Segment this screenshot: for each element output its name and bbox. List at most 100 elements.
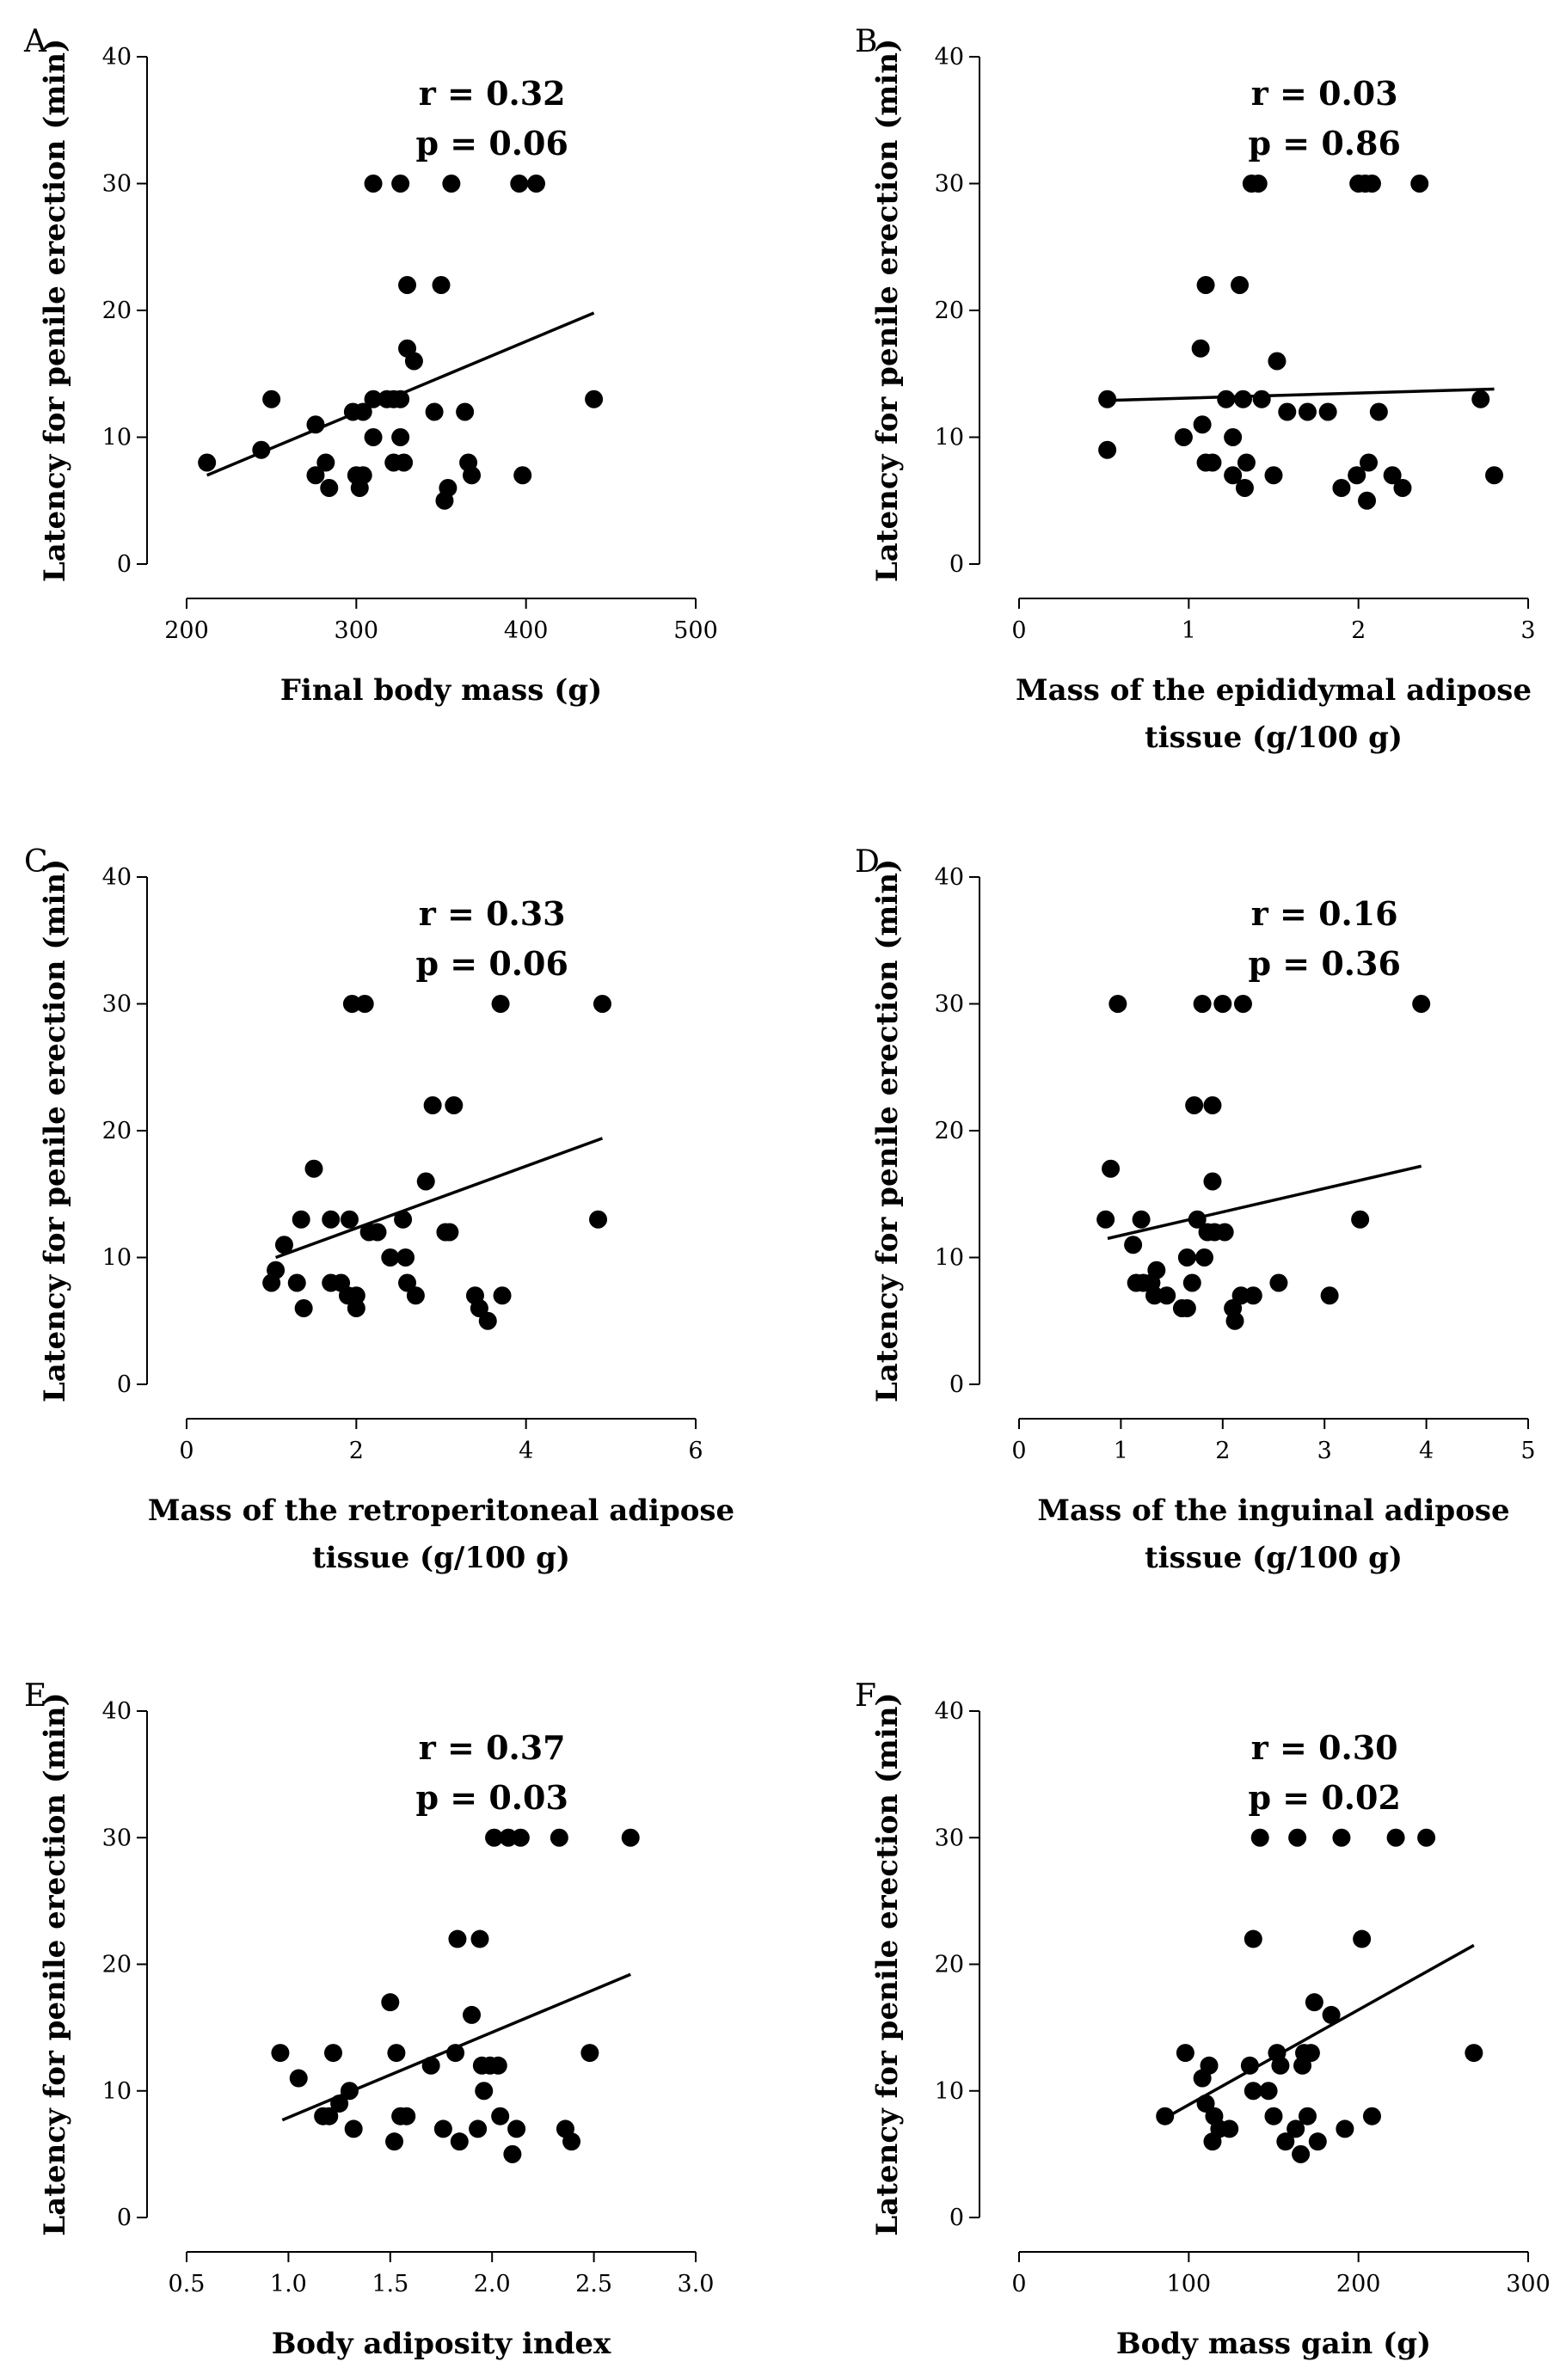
x-tick-label: 1.5 (372, 2271, 408, 2297)
x-tick-label: 0 (1011, 2271, 1026, 2297)
data-point (1233, 995, 1252, 1013)
data-point (470, 1929, 489, 1948)
data-point (1196, 2094, 1215, 2113)
data-point (1235, 479, 1254, 497)
data-point (252, 440, 271, 459)
data-point (463, 466, 482, 485)
data-point (320, 479, 339, 497)
x-axis-label: Final body mass (g) (280, 673, 602, 708)
data-point (1417, 1828, 1436, 1847)
data-point (347, 1299, 365, 1317)
data-point (463, 2005, 482, 2024)
data-point (304, 1159, 323, 1178)
data-point (1203, 1172, 1222, 1191)
y-tick-label: 40 (935, 1698, 964, 1725)
x-tick-label: 300 (335, 617, 379, 644)
data-point (475, 2082, 494, 2101)
x-tick-label: 2.5 (575, 2271, 612, 2297)
data-point (1292, 2144, 1311, 2163)
data-point (344, 2119, 363, 2138)
data-point (391, 428, 410, 446)
data-point (1224, 466, 1243, 485)
data-point (355, 995, 374, 1013)
data-point (1264, 466, 1283, 485)
data-point (198, 453, 217, 472)
data-point (394, 1210, 413, 1229)
x-tick-label: 200 (1336, 2271, 1381, 2297)
data-point (621, 1828, 640, 1847)
y-tick-label: 30 (102, 991, 132, 1018)
y-tick-label: 10 (935, 2078, 964, 2105)
y-axis-label: Latency for penile erection (min) (870, 859, 905, 1402)
p-value: p = 0.03 (415, 1778, 568, 1817)
data-point (513, 466, 532, 485)
x-axis-label: Mass of the retroperitoneal adipose (148, 1494, 734, 1528)
y-tick-label: 20 (102, 1118, 132, 1144)
data-point (1250, 1828, 1269, 1847)
data-point (456, 402, 475, 421)
data-point (585, 390, 604, 408)
data-point (446, 2044, 465, 2063)
data-point (353, 402, 372, 421)
data-point (287, 1273, 306, 1292)
x-axis-label: Body adiposity index (272, 2327, 611, 2361)
x-tick-label: 200 (164, 617, 209, 644)
y-tick-label: 10 (102, 1245, 132, 1272)
data-point (1298, 2107, 1317, 2125)
data-point (342, 995, 361, 1013)
data-point (1412, 995, 1431, 1013)
x-tick-label: 3.0 (678, 2271, 715, 2297)
x-tick-label: 4 (519, 1438, 533, 1464)
data-point (1465, 2044, 1483, 2063)
y-tick-label: 30 (102, 171, 132, 198)
y-tick-label: 30 (935, 171, 964, 198)
data-point (364, 175, 383, 193)
data-point (385, 2132, 404, 2151)
data-point (421, 2056, 440, 2075)
data-point (1320, 1286, 1339, 1305)
y-tick-label: 20 (935, 1952, 964, 1978)
x-axis-label: Body mass gain (g) (1116, 2327, 1431, 2361)
data-point (1383, 466, 1402, 485)
data-point (1203, 1096, 1222, 1114)
data-point (381, 1993, 400, 2012)
data-point (1124, 1236, 1143, 1254)
data-point (1096, 1210, 1115, 1229)
data-point (511, 1828, 530, 1847)
data-point (1308, 2132, 1327, 2151)
data-point (306, 466, 325, 485)
regression-line (1167, 1943, 1475, 2118)
data-point (510, 175, 529, 193)
data-point (1322, 2005, 1341, 2024)
r-value: r = 0.32 (419, 74, 566, 113)
data-point (1348, 466, 1366, 485)
data-point (503, 2144, 522, 2163)
data-point (391, 175, 410, 193)
data-point (1147, 1261, 1166, 1279)
data-point (1318, 402, 1337, 421)
r-value: r = 0.30 (1251, 1728, 1398, 1767)
y-tick-label: 0 (117, 2205, 132, 2231)
r-value: r = 0.03 (1251, 74, 1398, 113)
data-point (1231, 276, 1250, 294)
data-point (1177, 1248, 1196, 1267)
data-point (1203, 453, 1222, 472)
y-tick-label: 0 (949, 1371, 964, 1398)
data-point (1215, 1223, 1234, 1242)
data-point (440, 1223, 459, 1242)
x-tick-label: 1 (1182, 617, 1196, 644)
y-tick-label: 20 (935, 298, 964, 324)
data-point (1182, 1273, 1201, 1292)
r-value: r = 0.37 (419, 1728, 566, 1767)
x-tick-label: 2 (349, 1438, 364, 1464)
y-tick-label: 30 (935, 1825, 964, 1851)
y-tick-label: 0 (117, 551, 132, 578)
y-axis-label: Latency for penile erection (min) (870, 39, 905, 582)
y-tick-label: 40 (935, 44, 964, 71)
regression-line (1107, 1164, 1422, 1241)
data-point (1360, 453, 1379, 472)
data-point (316, 453, 335, 472)
x-tick-label: 4 (1419, 1438, 1434, 1464)
data-point (1336, 2119, 1354, 2138)
